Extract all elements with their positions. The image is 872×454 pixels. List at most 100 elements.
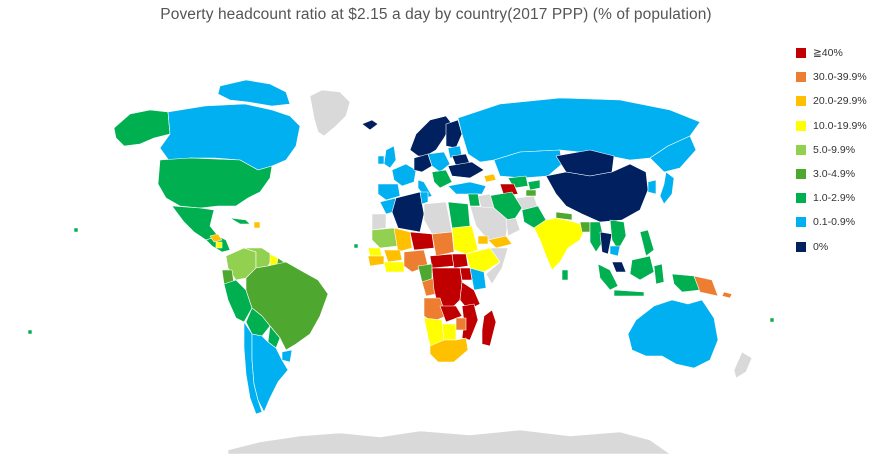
- region-sulawesi: [653, 263, 665, 285]
- region-yemen: [487, 235, 513, 249]
- region-cuba: [229, 217, 251, 225]
- region-finland: [445, 119, 463, 149]
- region-iceland: [361, 119, 379, 131]
- region-cote-divoire-ghana: [383, 261, 405, 273]
- region-angola: [423, 297, 447, 323]
- region-kenya: [469, 267, 487, 291]
- region-central-europe: [427, 151, 451, 173]
- legend-label: 0.1-0.9%: [813, 216, 856, 229]
- region-uganda: [459, 267, 473, 281]
- region-nepal: [555, 211, 573, 221]
- region-balkans: [431, 169, 453, 189]
- region-usa: [157, 157, 273, 209]
- region-sumatra: [597, 263, 619, 291]
- region-png: [693, 275, 719, 297]
- region-canada-islands: [217, 79, 291, 107]
- legend-item: 0.1-0.9%: [796, 210, 867, 234]
- region-russia-far-east: [649, 135, 697, 173]
- legend-swatch: [796, 193, 806, 204]
- region-peru: [223, 279, 253, 323]
- region-italy: [417, 179, 433, 199]
- region-mauritania: [371, 227, 399, 249]
- region-niger: [409, 231, 435, 251]
- region-botswana: [441, 323, 457, 341]
- region-bangladesh: [579, 221, 591, 233]
- legend-label: 3.0-4.9%: [813, 168, 856, 181]
- map-title: Poverty headcount ratio at $2.15 a day b…: [160, 6, 712, 23]
- region-south-sudan: [451, 253, 469, 269]
- map-legend: ≧40% 30.0-39.9% 20.0-29.9% 10.0-19.9% 5.…: [796, 41, 867, 259]
- region-malaysia: [611, 261, 627, 273]
- region-tajikistan: [525, 189, 537, 197]
- region-car: [429, 253, 455, 269]
- region-cambodia: [609, 245, 621, 257]
- region-argentina: [251, 333, 289, 413]
- region-new-guinea-west: [671, 273, 701, 293]
- region-ethiopia: [465, 247, 501, 273]
- region-greenland: [309, 89, 351, 137]
- region-somalia: [485, 247, 509, 285]
- region-western-sahara: [371, 213, 387, 231]
- region-myanmar: [589, 221, 605, 253]
- region-philippines: [639, 229, 655, 257]
- region-pacific-islet: [73, 227, 79, 233]
- region-china: [545, 163, 649, 223]
- region-borneo: [629, 255, 655, 281]
- legend-swatch: [796, 169, 806, 180]
- region-tunisia: [419, 191, 429, 205]
- region-nicaragua: [215, 241, 223, 249]
- region-antarctica: [227, 429, 671, 454]
- region-ireland: [377, 155, 385, 165]
- region-australia: [627, 299, 719, 369]
- region-egypt: [447, 201, 471, 229]
- region-madagascar: [481, 309, 497, 347]
- legend-label: ≧40%: [813, 47, 843, 60]
- legend-label: 5.0-9.9%: [813, 143, 856, 156]
- region-turkey: [447, 181, 487, 195]
- region-guinea-area: [367, 255, 385, 267]
- region-germany: [413, 153, 433, 173]
- region-hawaii: [27, 329, 33, 335]
- legend-label: 20.0-29.9%: [813, 95, 867, 108]
- region-ukraine: [447, 161, 485, 179]
- legend-item: 0%: [796, 235, 867, 259]
- legend-swatch: [796, 120, 806, 131]
- region-sri-lanka: [561, 269, 569, 281]
- region-laos-vietnam: [609, 219, 627, 251]
- region-uk: [383, 145, 397, 169]
- legend-item: 20.0-29.9%: [796, 89, 867, 113]
- region-india: [533, 217, 587, 271]
- legend-swatch: [796, 96, 806, 107]
- region-russia: [457, 97, 701, 163]
- legend-item: ≧40%: [796, 41, 867, 65]
- legend-swatch: [796, 72, 806, 83]
- legend-item: 3.0-4.9%: [796, 162, 867, 186]
- region-solomon: [721, 291, 733, 299]
- region-uruguay: [281, 349, 293, 363]
- region-fiji: [769, 317, 775, 323]
- region-syria-jordan: [467, 193, 481, 207]
- legend-swatch: [796, 241, 806, 252]
- region-honduras: [209, 233, 223, 243]
- legend-label: 30.0-39.9%: [813, 71, 867, 84]
- region-alaska: [113, 109, 171, 147]
- legend-label: 0%: [813, 240, 829, 253]
- region-algeria: [391, 191, 425, 233]
- legend-item: 1.0-2.9%: [796, 186, 867, 210]
- legend-swatch: [796, 144, 806, 155]
- region-georgia: [483, 173, 497, 183]
- legend-swatch: [796, 217, 806, 228]
- region-korea: [647, 179, 657, 195]
- region-zimbabwe: [455, 317, 467, 331]
- region-south-africa: [429, 337, 469, 363]
- region-france: [391, 163, 417, 187]
- region-burkina: [383, 249, 403, 263]
- region-java: [613, 289, 645, 297]
- region-iberia: [377, 183, 401, 201]
- region-chad: [431, 231, 455, 257]
- legend-item: 5.0-9.9%: [796, 138, 867, 162]
- region-cape-verde: [353, 243, 359, 249]
- region-mali: [393, 227, 413, 253]
- region-libya: [423, 201, 453, 235]
